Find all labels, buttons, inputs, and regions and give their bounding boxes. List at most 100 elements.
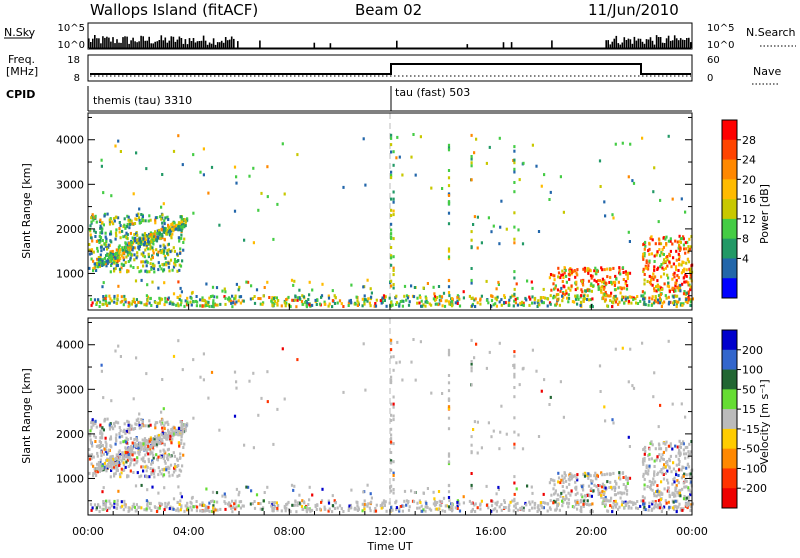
power-cell	[678, 286, 681, 290]
velocity-cell	[250, 489, 253, 493]
power-cell	[674, 282, 677, 285]
velocity-cell	[682, 481, 685, 485]
power-cell	[89, 297, 93, 301]
power-cell	[314, 298, 317, 302]
power-cell	[129, 256, 132, 260]
velocity-cell	[507, 506, 510, 509]
power-cell	[110, 240, 113, 244]
power-cell	[687, 260, 691, 264]
velocity-cell	[169, 437, 172, 441]
power-cell	[567, 272, 570, 276]
velocity-cell	[160, 410, 163, 414]
velocity-cell	[603, 492, 606, 496]
power-cell	[572, 270, 575, 274]
velocity-cell	[186, 501, 189, 505]
velocity-cell	[438, 503, 441, 507]
velocity-cell	[508, 503, 511, 507]
power-cell	[159, 244, 162, 248]
velocity-cell	[588, 494, 591, 498]
velocity-cell	[511, 499, 514, 503]
velocity-cell	[164, 451, 167, 455]
power-cell	[157, 301, 160, 305]
power-cell	[562, 276, 565, 279]
power-cell	[671, 197, 674, 201]
power-cell	[179, 264, 183, 268]
velocity-cell	[101, 507, 104, 511]
velocity-cell	[116, 461, 119, 465]
velocity-cell	[156, 457, 159, 461]
power-cell	[118, 250, 121, 253]
power-cell	[110, 261, 113, 265]
power-cell	[470, 157, 473, 161]
power-cell	[101, 264, 104, 267]
power-cell	[140, 301, 143, 305]
velocity-cell	[490, 435, 493, 439]
velocity-cell	[168, 433, 172, 436]
velocity-cell	[289, 510, 292, 514]
velocity-cell	[182, 446, 185, 449]
power-cell	[673, 289, 676, 293]
velocity-cell	[603, 473, 606, 477]
velocity-cell	[366, 483, 369, 487]
power-cell	[194, 299, 197, 303]
power-cell	[112, 222, 115, 226]
velocity-cell	[470, 472, 473, 475]
power-cell	[551, 273, 554, 277]
power-cell	[604, 298, 607, 302]
power-cell	[137, 241, 140, 245]
power-cell	[239, 295, 243, 299]
power-cell	[111, 249, 114, 253]
power-cell	[129, 264, 132, 268]
power-cell	[159, 248, 162, 252]
velocity-cell	[145, 507, 148, 511]
nsky-bar	[202, 35, 205, 48]
nsky-bar	[649, 37, 652, 48]
power-cell	[674, 239, 677, 243]
velocity-cell	[385, 509, 388, 513]
power-cell	[390, 254, 393, 258]
power-cell	[683, 247, 686, 251]
power-cell	[649, 278, 653, 282]
nsky-bar	[233, 38, 235, 48]
power-cell	[158, 231, 161, 235]
power-cell	[390, 232, 393, 236]
velocity-cell	[667, 490, 671, 494]
power-cell	[181, 227, 184, 231]
power-cell	[160, 267, 163, 271]
nsky-bar	[184, 39, 187, 48]
velocity-cell	[435, 507, 438, 511]
velocity-cell	[567, 501, 571, 505]
power-cell	[116, 256, 119, 260]
power-cell	[659, 198, 662, 202]
power-cell	[577, 297, 580, 301]
velocity-cell	[568, 475, 572, 478]
power-cell	[592, 284, 595, 288]
station-title: Wallops Island (fitACF)	[90, 1, 258, 19]
velocity-cell	[570, 473, 573, 477]
power-cell	[487, 216, 490, 220]
power-cell	[648, 252, 651, 256]
velocity-cell	[161, 468, 164, 472]
velocity-cell	[150, 462, 153, 466]
velocity-cell	[145, 451, 148, 454]
velocity-cell	[137, 446, 140, 450]
velocity-cell	[586, 494, 589, 497]
colorbar-swatch	[722, 428, 737, 450]
power-cell	[115, 248, 118, 252]
power-cell	[390, 228, 393, 232]
power-cell	[621, 266, 625, 270]
velocity-cell	[676, 445, 679, 449]
velocity-cell	[194, 504, 197, 508]
power-cell	[105, 237, 108, 241]
velocity-cell	[99, 461, 102, 465]
velocity-cell	[656, 455, 659, 459]
nsky-bar	[188, 38, 191, 48]
velocity-cell	[574, 499, 577, 503]
power-cell	[614, 274, 617, 278]
velocity-cell	[132, 442, 135, 446]
power-cell	[663, 258, 666, 262]
velocity-cell	[673, 494, 676, 498]
velocity-cell	[99, 443, 102, 447]
power-cell	[606, 275, 609, 279]
velocity-cell	[298, 501, 301, 505]
